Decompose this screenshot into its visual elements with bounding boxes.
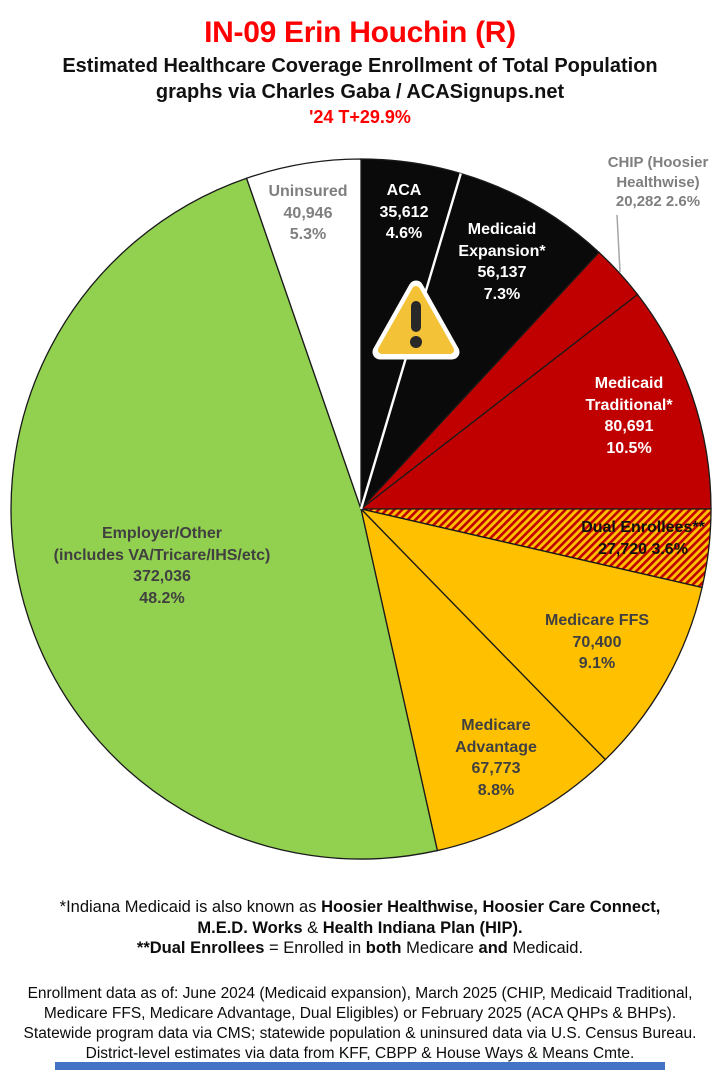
pie-slice-medicare-advantage	[359, 506, 607, 852]
footnote-sources: Enrollment data as of: June 2024 (Medica…	[0, 984, 720, 1064]
pie-slice-medicaid-traditional	[359, 293, 712, 510]
page-title: IN-09 Erin Houchin (R)	[204, 16, 516, 49]
pie-slice-employer-other	[10, 177, 439, 860]
footnote-sources-line-3: Statewide program data via CMS; statewid…	[23, 1025, 697, 1042]
pie-slice-uninsured	[245, 158, 362, 510]
footnote-sources-line-1: Enrollment data as of: June 2024 (Medica…	[27, 985, 693, 1002]
footnote-medicaid: *Indiana Medicaid is also known as Hoosi…	[59, 898, 661, 957]
chip-callout-line	[616, 214, 621, 273]
header: IN-09 Erin Houchin (R) Estimated Healthc…	[0, 0, 720, 128]
subtitle-line-1: Estimated Healthcare Coverage Enrollment…	[62, 55, 658, 77]
footer-bar	[55, 1062, 665, 1070]
subtitle-line-2: graphs via Charles Gaba / ACASignups.net	[155, 81, 565, 103]
pie-slice-medicaid-expansion	[360, 172, 600, 510]
pie-slice-medicare-ffs	[358, 507, 703, 761]
footnote-sources-line-4: District-level estimates via data from K…	[85, 1045, 635, 1062]
warning-triangle-icon	[372, 280, 460, 360]
pie-slices	[10, 158, 712, 860]
trend-label: '24 T+29.9%	[309, 107, 411, 127]
footnote-sources-line-2: Medicare FFS, Medicare Advantage, Dual E…	[43, 1005, 677, 1022]
